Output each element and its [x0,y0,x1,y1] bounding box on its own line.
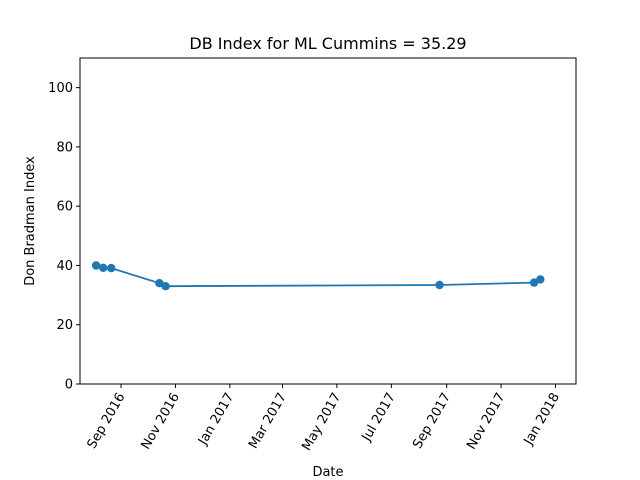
y-tick-label: 100 [48,81,73,96]
y-tick-label: 0 [65,378,73,393]
x-tick-label: May 2017 [299,391,344,454]
x-tick-label: Sep 2016 [85,391,129,452]
x-axis-ticks: Sep 2016 Nov 2016 Jan 2017 Mar 2017 May 2017… [85,384,563,454]
plot-area [80,58,576,384]
data-point [435,280,444,290]
y-tick-label: 80 [56,140,73,155]
x-axis-label: Date [312,465,343,480]
x-tick-label: Jan 2018 [521,391,563,449]
data-point [99,263,108,272]
x-tick-label: Nov 2017 [464,391,508,453]
y-tick-label: 40 [56,259,73,274]
x-tick-label: Jan 2017 [195,391,237,449]
data-point [529,278,539,287]
data-points [91,261,545,291]
data-point [536,275,545,284]
x-tick-label: Mar 2017 [246,391,290,452]
x-tick-label: Jul 2017 [359,391,399,445]
x-tick-label: Nov 2016 [139,391,183,453]
data-point [161,282,170,291]
plot-frame [79,57,577,385]
y-tick-label: 20 [56,318,73,333]
chart-title: DB Index for ML Cummins = 35.29 [189,34,466,53]
y-axis-label: Don Bradman Index [23,156,38,286]
y-tick-label: 60 [56,200,73,215]
data-point [107,263,116,273]
y-axis-ticks: 0 20 40 60 80 100 [48,81,80,393]
x-tick-label: Sep 2017 [410,390,454,451]
data-point [91,261,101,270]
